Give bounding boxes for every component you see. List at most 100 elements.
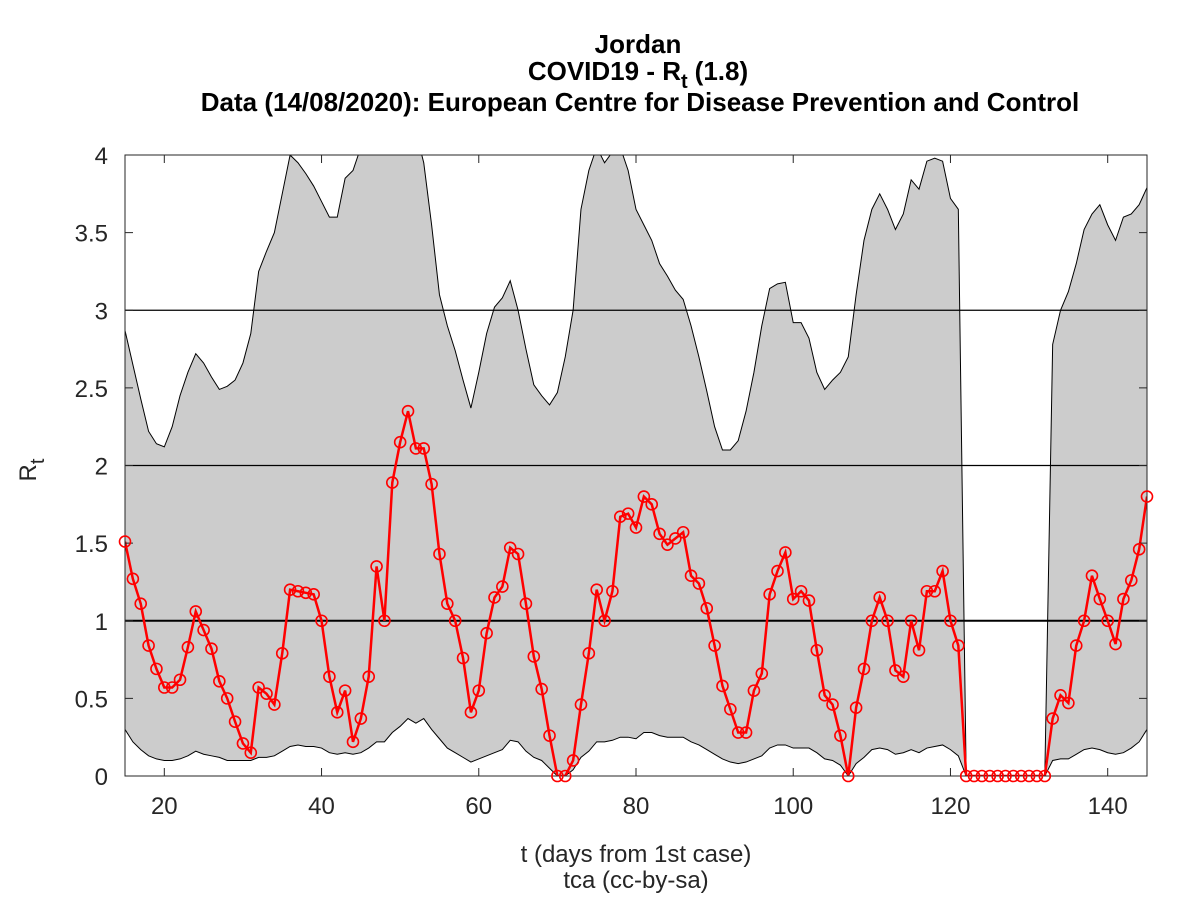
- rt-marker: [1093, 592, 1107, 606]
- rt-marker: [142, 639, 155, 652]
- rt-marker: [881, 614, 894, 628]
- rt-marker: [425, 477, 438, 491]
- rt-marker: [629, 521, 643, 534]
- x-tick-label: 120: [930, 793, 970, 820]
- rt-marker: [676, 525, 690, 539]
- rt-marker: [1062, 696, 1075, 710]
- rt-marker: [268, 698, 281, 711]
- x-tick-label: 80: [623, 793, 650, 820]
- subtitle-text: (1.8): [695, 56, 748, 86]
- band-lower: [125, 717, 1147, 776]
- rt-marker: [346, 735, 360, 749]
- rt-marker: [150, 662, 163, 676]
- rt-marker: [841, 769, 855, 783]
- x-tick-label: 100: [773, 793, 813, 820]
- rt-marker: [700, 602, 714, 615]
- rt-marker: [991, 769, 1004, 783]
- y-tick-label: 3.5: [75, 221, 108, 248]
- rt-marker: [747, 684, 761, 697]
- rt-marker: [1022, 769, 1036, 783]
- rt-marker: [503, 541, 517, 555]
- rt-marker: [865, 614, 879, 628]
- rt-marker: [653, 527, 666, 541]
- rt-marker: [299, 586, 313, 600]
- rt-marker: [794, 584, 808, 598]
- rt-marker: [598, 614, 611, 628]
- rt-marker: [896, 670, 910, 683]
- rt-marker: [409, 442, 423, 455]
- subtitle-subscript: t: [681, 71, 688, 93]
- rt-marker: [527, 650, 541, 663]
- rt-marker: [480, 626, 493, 640]
- rt-marker: [1101, 614, 1114, 628]
- rt-marker: [283, 583, 297, 597]
- rt-marker: [1109, 637, 1122, 651]
- rt-marker: [441, 597, 454, 610]
- rt-marker: [873, 591, 887, 604]
- rt-marker: [669, 532, 682, 545]
- rt-marker: [1038, 769, 1052, 783]
- rt-marker: [606, 584, 619, 598]
- rt-marker: [244, 746, 258, 760]
- rt-marker: [472, 684, 486, 697]
- rt-marker: [959, 769, 973, 783]
- rt-marker: [1046, 712, 1059, 725]
- rt-marker: [330, 706, 344, 719]
- x-tick-label: 140: [1088, 793, 1128, 820]
- rt-marker: [849, 701, 863, 714]
- rt-marker: [1140, 490, 1154, 503]
- rt-marker: [621, 507, 635, 520]
- rt-marker: [181, 640, 195, 654]
- rt-marker: [228, 715, 242, 728]
- rt-marker: [1132, 543, 1146, 556]
- rt-marker: [983, 769, 997, 783]
- y-tick-label: 3: [95, 298, 108, 325]
- rt-marker: [857, 662, 871, 676]
- y-tick-label: 2: [95, 454, 108, 481]
- chart-source: Data (14/08/2020): European Centre for D…: [201, 87, 1079, 117]
- rt-marker: [291, 584, 305, 598]
- rt-marker: [220, 692, 234, 705]
- rt-marker: [936, 564, 949, 578]
- rt-marker: [645, 498, 659, 511]
- rt-marker: [370, 560, 383, 573]
- rt-marker: [252, 681, 265, 694]
- rt-marker: [1054, 688, 1067, 702]
- rt-marker: [535, 682, 548, 696]
- rt-marker: [417, 442, 431, 455]
- rt-marker: [456, 651, 470, 665]
- rt-marker: [1077, 614, 1091, 628]
- rt-marker: [393, 435, 407, 449]
- rt-marker: [904, 614, 918, 628]
- y-tick-label: 4: [95, 143, 108, 170]
- plot-area: [125, 155, 1147, 776]
- rt-marker: [260, 687, 273, 701]
- rt-marker: [818, 688, 831, 702]
- y-tick-label: 0.5: [75, 686, 108, 713]
- rt-marker: [307, 588, 320, 601]
- rt-marker: [716, 679, 729, 693]
- rt-marker: [786, 592, 800, 606]
- rt-marker: [134, 597, 148, 610]
- rt-marker: [826, 698, 839, 711]
- rt-marker: [551, 769, 564, 783]
- rt-marker: [613, 510, 627, 524]
- rt-marker: [952, 639, 965, 652]
- rt-marker: [165, 681, 179, 694]
- rt-marker: [928, 584, 942, 598]
- rt-marker: [1014, 769, 1028, 783]
- rt-marker: [692, 577, 706, 590]
- rt-marker: [519, 597, 533, 610]
- rt-marker: [810, 643, 824, 657]
- rt-marker: [189, 605, 203, 618]
- rt-marker: [213, 674, 226, 688]
- x-tick-label: 40: [308, 793, 335, 820]
- rt-marker: [126, 572, 140, 586]
- rt-marker: [236, 737, 250, 750]
- rt-marker: [543, 729, 556, 742]
- rt-marker: [378, 614, 391, 628]
- rt-marker: [590, 583, 603, 597]
- rt-marker: [362, 670, 376, 683]
- y-tick-label: 2.5: [75, 376, 108, 403]
